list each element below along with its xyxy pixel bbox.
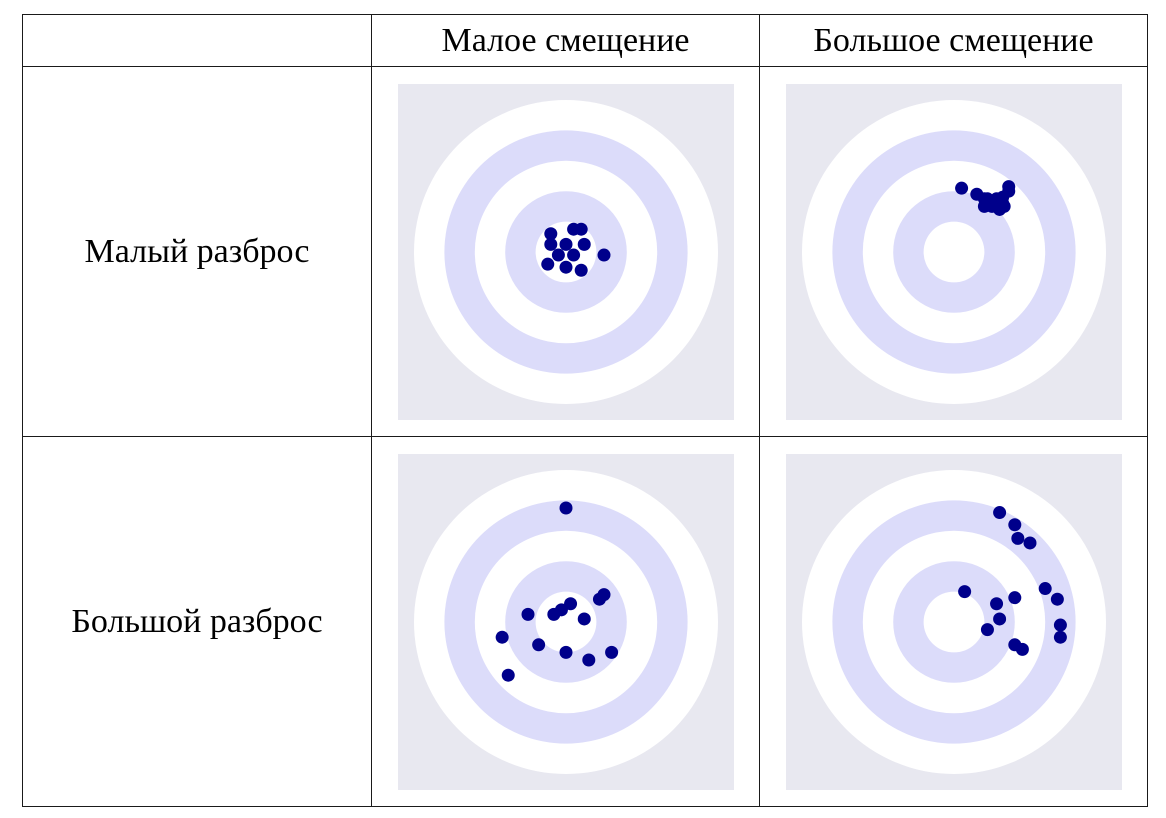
shot-dot <box>604 645 618 659</box>
shot-dot <box>495 630 509 644</box>
shot-dot <box>559 645 572 659</box>
shot-dot <box>597 587 610 601</box>
shot-dot <box>540 257 554 271</box>
shot-dot <box>1007 590 1021 604</box>
column-header-low-bias: Малое смещение <box>371 14 760 67</box>
bias-variance-table: Малое смещение Большое смещение Малый ра… <box>22 14 1148 807</box>
shot-dot <box>521 607 534 621</box>
panel-cell-low-bias-high-variance <box>371 436 760 807</box>
target-ring <box>923 591 984 652</box>
shot-dot <box>559 260 572 274</box>
shot-dot <box>531 637 545 651</box>
shot-dot <box>559 237 572 251</box>
shot-dot <box>501 668 515 682</box>
target-ring <box>923 221 984 282</box>
shot-dot <box>581 653 595 666</box>
row-header-high-variance: Большой разброс <box>22 436 372 807</box>
row-high-variance: Большой разброс <box>22 436 1148 807</box>
panel-cell-low-bias-low-variance <box>371 66 760 437</box>
panel-cell-high-bias-low-variance <box>759 66 1148 437</box>
shot-dot <box>1007 517 1021 531</box>
shot-dot <box>1038 581 1052 595</box>
shot-dot <box>1053 630 1067 644</box>
shot-dot <box>977 199 991 213</box>
target-high-bias-high-variance <box>785 453 1122 790</box>
shot-dot <box>597 248 610 262</box>
row-header-high-variance-label: Большой разброс <box>71 602 323 640</box>
shot-dot <box>577 611 591 625</box>
shot-dot <box>563 596 577 610</box>
target-ring <box>535 591 596 652</box>
shot-dot <box>1050 592 1064 606</box>
column-header-low-bias-label: Малое смещение <box>441 21 690 59</box>
shot-dot <box>992 505 1006 519</box>
column-header-high-bias: Большое смещение <box>759 14 1148 67</box>
shot-dot <box>566 248 580 262</box>
row-header-low-variance-label: Малый разброс <box>84 232 310 270</box>
shot-dot <box>992 611 1006 625</box>
shot-dot <box>551 248 565 262</box>
column-header-high-bias-label: Большое смещение <box>813 21 1094 59</box>
row-header-low-variance: Малый разброс <box>22 66 372 437</box>
comparison-grid: Малое смещение Большое смещение Малый ра… <box>22 14 1148 807</box>
corner-cell <box>22 14 372 67</box>
shot-dot <box>989 596 1003 610</box>
target-low-bias-high-variance <box>397 453 734 790</box>
shot-dot <box>543 237 557 251</box>
row-low-variance: Малый разброс <box>22 66 1148 437</box>
shot-dot <box>980 622 994 636</box>
target-high-bias-low-variance <box>785 83 1122 420</box>
shot-dot <box>559 501 572 514</box>
shot-dot <box>577 237 591 251</box>
target-low-bias-low-variance <box>397 83 734 420</box>
header-row: Малое смещение Большое смещение <box>22 14 1148 67</box>
shot-dot <box>1010 531 1024 545</box>
shot-dot <box>543 226 557 240</box>
shot-dot <box>574 222 588 236</box>
shot-dot <box>954 181 968 195</box>
shot-dot <box>574 263 588 277</box>
shot-dot <box>1053 618 1067 632</box>
shot-dot <box>992 202 1006 216</box>
shot-dot <box>1015 642 1029 656</box>
shot-dot <box>1001 179 1015 193</box>
shot-dot <box>957 584 971 598</box>
shot-dot <box>554 602 568 616</box>
shot-dot <box>1023 535 1036 549</box>
panel-cell-high-bias-high-variance <box>759 436 1148 807</box>
